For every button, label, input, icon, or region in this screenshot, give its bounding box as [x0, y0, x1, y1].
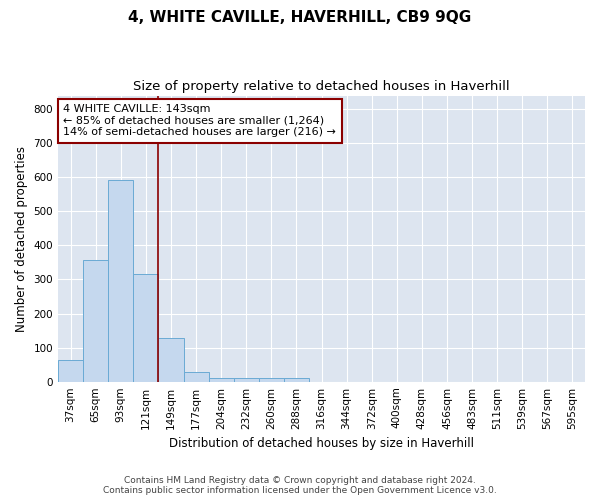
Bar — [158, 338, 184, 382]
Bar — [233, 378, 259, 382]
Bar — [108, 180, 133, 382]
Bar — [284, 378, 309, 382]
Bar — [133, 274, 158, 382]
X-axis label: Distribution of detached houses by size in Haverhill: Distribution of detached houses by size … — [169, 437, 474, 450]
Text: 4 WHITE CAVILLE: 143sqm
← 85% of detached houses are smaller (1,264)
14% of semi: 4 WHITE CAVILLE: 143sqm ← 85% of detache… — [64, 104, 336, 138]
Text: 4, WHITE CAVILLE, HAVERHILL, CB9 9QG: 4, WHITE CAVILLE, HAVERHILL, CB9 9QG — [128, 10, 472, 25]
Y-axis label: Number of detached properties: Number of detached properties — [15, 146, 28, 332]
Title: Size of property relative to detached houses in Haverhill: Size of property relative to detached ho… — [133, 80, 510, 93]
Bar — [209, 378, 233, 382]
Text: Contains HM Land Registry data © Crown copyright and database right 2024.
Contai: Contains HM Land Registry data © Crown c… — [103, 476, 497, 495]
Bar — [83, 260, 108, 382]
Bar — [259, 378, 284, 382]
Bar — [58, 360, 83, 382]
Bar — [184, 372, 209, 382]
